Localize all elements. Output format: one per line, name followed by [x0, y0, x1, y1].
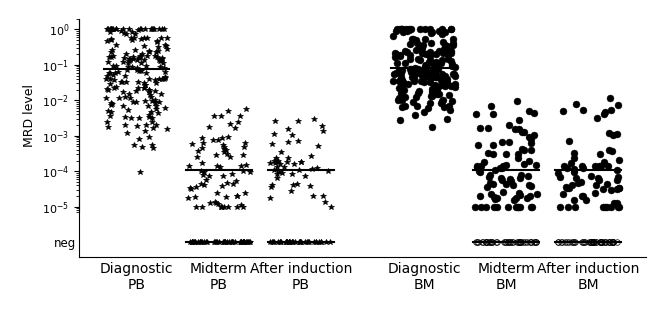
Y-axis label: MRD level: MRD level: [24, 84, 36, 147]
